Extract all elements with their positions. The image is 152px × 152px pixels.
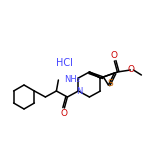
Text: S: S [107, 79, 113, 88]
Text: O: O [111, 52, 118, 60]
Text: HCl: HCl [56, 58, 73, 68]
Text: NH₂: NH₂ [64, 74, 80, 83]
Text: N: N [76, 86, 83, 95]
Text: O: O [128, 64, 135, 74]
Text: O: O [61, 109, 68, 117]
